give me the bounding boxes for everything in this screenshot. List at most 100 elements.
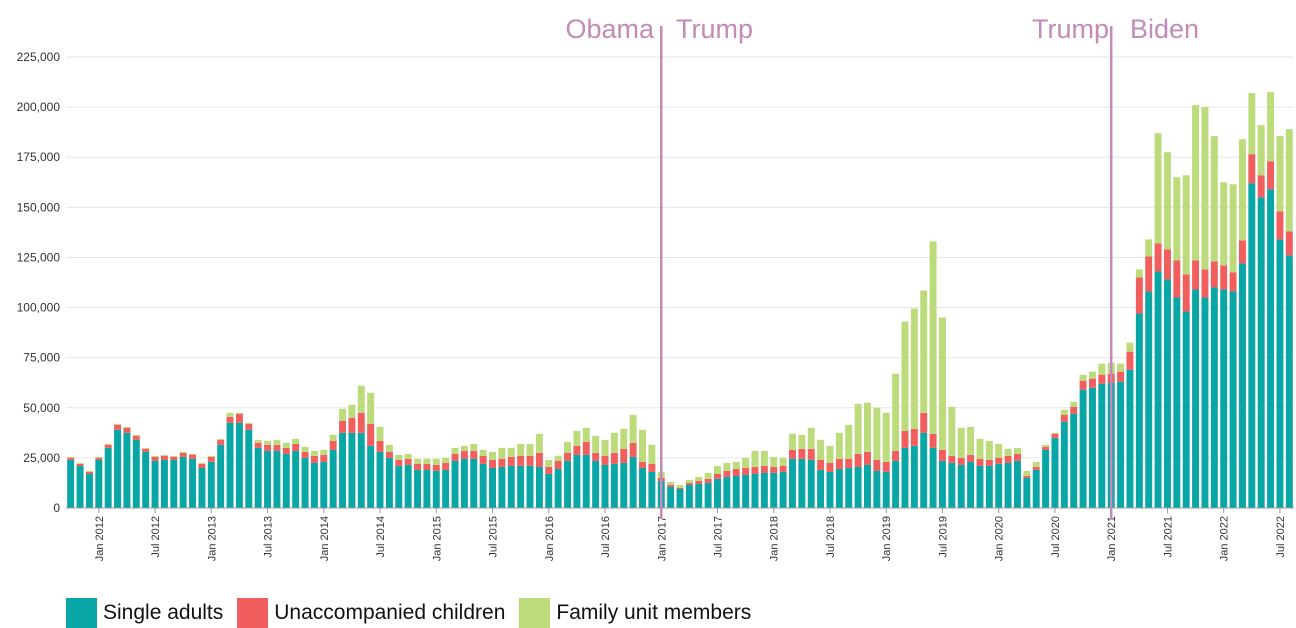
bar-unaccompanied-children: [414, 463, 421, 470]
bar-unaccompanied-children: [95, 457, 103, 460]
bar-single-adults: [854, 466, 862, 508]
bar-unaccompanied-children: [282, 447, 290, 454]
x-tick-label: Jan 2014: [319, 516, 331, 561]
bar-single-adults: [348, 432, 356, 508]
x-tick-label: Jan 2017: [656, 516, 668, 561]
bar-family-unit-members: [104, 443, 112, 445]
bar-single-adults: [470, 458, 478, 508]
bar-unaccompanied-children: [264, 444, 272, 451]
bar-single-adults: [517, 465, 525, 508]
bar-single-adults: [1238, 263, 1246, 508]
bar-unaccompanied-children: [535, 452, 543, 467]
bar-family-unit-members: [985, 440, 993, 460]
bar-unaccompanied-children: [395, 459, 403, 466]
bar-unaccompanied-children: [1098, 374, 1106, 384]
bar-single-adults: [910, 445, 918, 508]
bar-family-unit-members: [114, 423, 122, 425]
bar-family-unit-members: [432, 458, 440, 465]
bar-unaccompanied-children: [976, 458, 984, 466]
bar-single-adults: [1135, 313, 1143, 508]
bar-unaccompanied-children: [451, 453, 459, 461]
bar-family-unit-members: [732, 461, 740, 469]
bar-unaccompanied-children: [1257, 175, 1265, 198]
bar-unaccompanied-children: [1023, 475, 1031, 478]
bar-single-adults: [610, 463, 618, 508]
bar-unaccompanied-children: [151, 456, 159, 461]
bar-family-unit-members: [245, 422, 253, 424]
bar-unaccompanied-children: [957, 457, 965, 465]
era-label-obama: Obama: [565, 14, 655, 44]
bar-single-adults: [582, 454, 590, 508]
bar-single-adults: [704, 482, 712, 508]
bar-family-unit-members: [760, 450, 768, 466]
bar-family-unit-members: [676, 484, 684, 488]
bar-unaccompanied-children: [460, 450, 468, 459]
bar-unaccompanied-children: [639, 461, 646, 468]
bar-single-adults: [376, 451, 384, 508]
legend-label-family-unit-members: Family unit members: [556, 601, 752, 624]
bar-family-unit-members: [1285, 129, 1293, 232]
bar-family-unit-members: [1229, 184, 1237, 273]
bar-unaccompanied-children: [667, 484, 675, 487]
x-tick-label: Jul 2021: [1163, 516, 1175, 558]
bar-unaccompanied-children: [592, 452, 600, 461]
bar-family-unit-members: [1220, 182, 1228, 266]
bar-unaccompanied-children: [1229, 272, 1237, 292]
bar-unaccompanied-children: [732, 468, 740, 476]
bar-single-adults: [254, 447, 262, 508]
bar-family-unit-members: [254, 439, 262, 443]
bar-single-adults: [1023, 477, 1031, 508]
bar-unaccompanied-children: [695, 480, 703, 484]
bar-single-adults: [1267, 189, 1275, 509]
bar-unaccompanied-children: [1154, 243, 1162, 272]
bar-family-unit-members: [995, 443, 1003, 458]
bar-family-unit-members: [404, 453, 412, 459]
bar-family-unit-members: [1098, 363, 1106, 375]
bar-unaccompanied-children: [1079, 380, 1087, 390]
x-tick-label: Jan 2016: [544, 516, 556, 561]
bar-single-adults: [67, 459, 75, 508]
bar-family-unit-members: [423, 458, 431, 464]
bar-family-unit-members: [526, 443, 534, 456]
bar-single-adults: [451, 460, 459, 508]
bar-unaccompanied-children: [929, 433, 937, 448]
bar-family-unit-members: [179, 451, 187, 453]
bar-single-adults: [226, 422, 234, 508]
bar-family-unit-members: [910, 308, 918, 429]
bar-unaccompanied-children: [817, 459, 825, 470]
bar-unaccompanied-children: [629, 442, 637, 457]
bar-unaccompanied-children: [245, 423, 253, 430]
bar-family-unit-members: [1060, 409, 1068, 415]
bar-unaccompanied-children: [573, 445, 581, 455]
bar-family-unit-members: [273, 439, 281, 445]
bar-family-unit-members: [1276, 136, 1284, 212]
bar-family-unit-members: [95, 456, 103, 458]
bar-unaccompanied-children: [685, 482, 693, 485]
bar-family-unit-members: [1267, 92, 1275, 162]
bar-unaccompanied-children: [995, 457, 1003, 464]
bar-unaccompanied-children: [582, 441, 590, 455]
bar-single-adults: [423, 469, 431, 508]
bar-unaccompanied-children: [545, 466, 553, 474]
bar-family-unit-members: [76, 462, 84, 464]
bar-family-unit-members: [957, 427, 965, 458]
bar-single-adults: [198, 467, 206, 508]
bar-unaccompanied-children: [864, 451, 871, 465]
bar-unaccompanied-children: [376, 440, 384, 452]
stacked-bar-chart: 0 25,000 50,000 75,000 100,000 125,000 150,000…: [17, 14, 1294, 561]
bar-family-unit-members: [1173, 177, 1181, 261]
bar-family-unit-members: [329, 434, 337, 441]
bar-family-unit-members: [1154, 133, 1162, 244]
bar-single-adults: [1163, 279, 1171, 508]
bar-unaccompanied-children: [114, 424, 122, 430]
bar-family-unit-members: [845, 424, 853, 459]
bar-unaccompanied-children: [779, 465, 787, 472]
bar-unaccompanied-children: [704, 478, 712, 483]
bar-family-unit-members: [1004, 448, 1012, 456]
bar-unaccompanied-children: [76, 463, 84, 466]
bar-single-adults: [1042, 449, 1050, 508]
bar-family-unit-members: [414, 458, 421, 464]
bar-unaccompanied-children: [1192, 260, 1200, 290]
x-tick-label: Jan 2015: [431, 516, 443, 561]
y-tick-label: 25,000: [23, 451, 60, 465]
